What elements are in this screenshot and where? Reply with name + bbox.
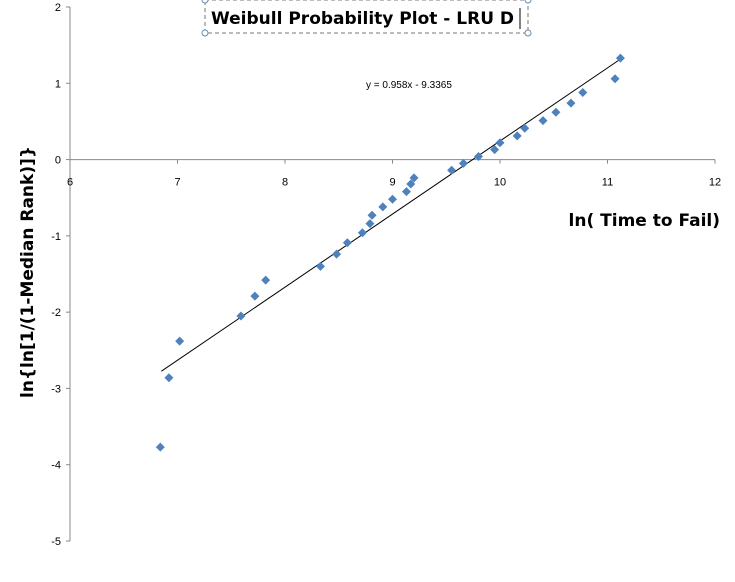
y-tick-label: -4 [51, 460, 61, 472]
x-axis-title[interactable]: ln( Time to Fail) [569, 211, 720, 231]
y-tick-label: 2 [55, 2, 61, 14]
data-point[interactable] [261, 275, 271, 285]
data-point[interactable] [447, 165, 457, 175]
data-point[interactable] [538, 116, 548, 126]
data-point[interactable] [175, 336, 185, 346]
y-tick-label: 0 [55, 155, 61, 167]
trendline[interactable] [161, 58, 621, 372]
y-tick-label: -2 [51, 307, 61, 319]
data-point[interactable] [490, 145, 500, 155]
resize-handle-bottom-right[interactable] [524, 29, 532, 37]
data-point[interactable] [512, 131, 522, 141]
data-point[interactable] [378, 202, 388, 212]
y-tick-label: -5 [51, 536, 61, 548]
data-point[interactable] [332, 249, 342, 259]
data-point[interactable] [342, 238, 352, 248]
data-point[interactable] [520, 123, 530, 133]
data-point[interactable] [551, 107, 561, 117]
x-tick-label: 11 [602, 177, 613, 189]
trendline-layer [161, 58, 621, 372]
y-tick-label: -3 [51, 383, 61, 395]
y-tick-label: -1 [51, 231, 61, 243]
data-point[interactable] [474, 152, 483, 162]
y-axis-title[interactable]: ln{ln[1/(1-Median Rank)]} [18, 146, 38, 398]
axis-ticks: 210-1-2-3-4-56 7 8 9 10 11 12 [51, 2, 721, 548]
resize-handle-top-left[interactable] [201, 0, 209, 4]
y-tick-label: 1 [55, 78, 61, 90]
data-point[interactable] [406, 179, 416, 189]
data-point[interactable] [615, 53, 625, 63]
trendline-equation[interactable]: y = 0.958x - 9.3365 [366, 80, 452, 91]
data-point[interactable] [365, 219, 375, 229]
x-tick-label: 7 [174, 177, 180, 189]
data-point[interactable] [578, 87, 588, 97]
data-point[interactable] [409, 173, 419, 183]
data-point[interactable] [164, 373, 174, 383]
data-point[interactable] [357, 228, 367, 238]
chart-title[interactable]: Weibull Probability Plot - LRU D [211, 9, 514, 29]
data-point[interactable] [367, 210, 377, 220]
data-point[interactable] [458, 158, 468, 168]
data-point[interactable] [250, 291, 260, 301]
x-tick-label: 8 [282, 177, 288, 189]
chart-title-box[interactable]: Weibull Probability Plot - LRU D [201, 0, 532, 37]
x-tick-label: 12 [709, 177, 721, 189]
data-point[interactable] [610, 74, 620, 84]
x-tick-label: 9 [389, 177, 395, 189]
data-point[interactable] [388, 194, 397, 204]
x-tick-label: 10 [494, 177, 506, 189]
x-tick-label: 6 [67, 177, 73, 189]
data-point[interactable] [236, 311, 246, 321]
resize-handle-top-right[interactable] [524, 0, 532, 4]
data-point[interactable] [315, 261, 325, 271]
data-points [155, 53, 625, 452]
data-point[interactable] [566, 98, 576, 108]
resize-handle-bottom-left[interactable] [201, 29, 209, 37]
data-point[interactable] [495, 138, 505, 148]
data-point[interactable] [155, 442, 165, 452]
title-selection-frame [204, 0, 529, 34]
data-point[interactable] [401, 187, 411, 197]
